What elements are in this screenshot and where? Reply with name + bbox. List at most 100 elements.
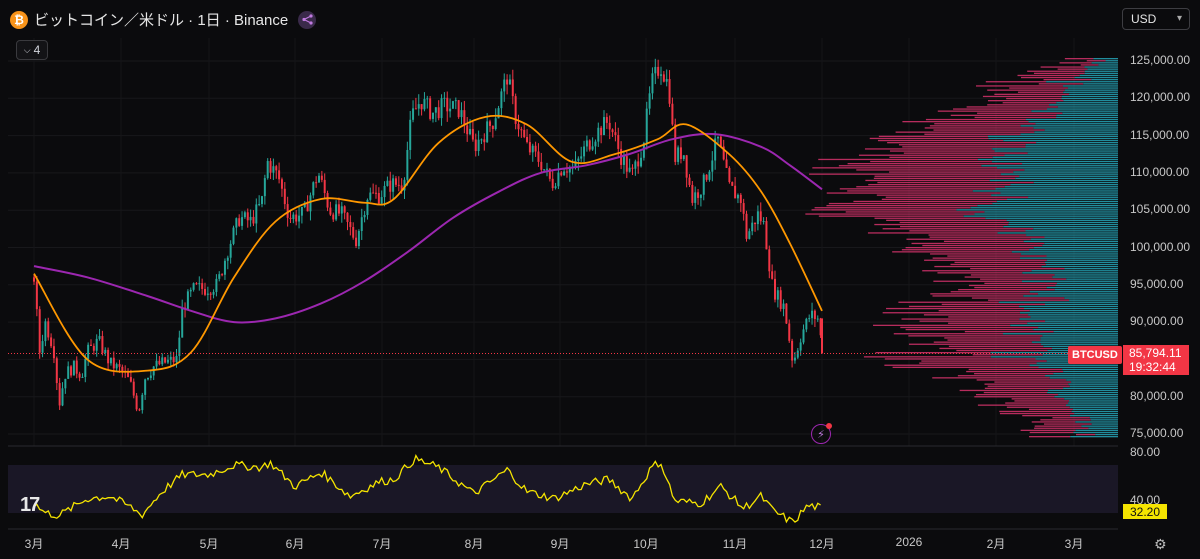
volume-profile-bar-down [1020,76,1075,79]
candle-body [523,129,526,138]
candle-body [528,142,531,153]
volume-profile-bar-down [994,381,1072,383]
candle-body [517,123,520,130]
volume-profile-bar-down [968,284,1056,287]
volume-profile-bar-down [950,114,1057,116]
volume-profile-bar-up [1079,74,1118,77]
volume-profile-bar-down [864,148,993,150]
candle-body [152,366,155,376]
volume-profile-bar-down [944,337,1041,339]
volume-profile-bar-down [1040,66,1085,68]
volume-profile-bar-down [845,211,985,213]
volume-profile-bar-down [922,270,1032,272]
candle-body [181,307,184,338]
volume-profile-bar-down [1034,425,1082,427]
candle-body [691,184,694,203]
candle-body [548,168,551,179]
volume-profile-bar-down [1011,398,1065,400]
volume-profile-bar-down [903,152,1028,154]
candle-body [779,290,782,309]
volume-profile-bar-up [1044,261,1118,263]
volume-profile-bar-down [1057,68,1088,70]
rsi-band [8,465,1118,513]
indicators-toggle-button[interactable]: ⌵ 4 [16,40,48,60]
volume-profile-bar-up [1084,66,1118,68]
volume-profile-bar-up [963,215,1118,217]
gear-icon[interactable]: ⚙ [1154,536,1167,552]
volume-profile-bar-down [974,116,1056,119]
volume-profile-bar-down [1005,402,1069,404]
candle-body [320,175,323,180]
volume-profile-bar-up [1063,100,1118,102]
candle-body [360,217,363,231]
volume-profile-bar-up [1042,244,1118,247]
price-tick-label: 110,000.00 [1130,164,1190,179]
volume-profile-bar-down [901,318,1020,320]
candle-body [309,195,312,212]
volume-profile-bar-up [988,137,1118,140]
volume-profile-bar-up [1064,398,1118,400]
candle-body [323,179,326,194]
candle-body [400,185,403,191]
volume-profile-bar-up [977,158,1118,161]
volume-profile-bar-up [1072,408,1118,410]
tradingview-logo-icon[interactable]: 17 [20,494,40,516]
volume-profile-bar-up [1021,253,1118,255]
share-icon[interactable] [298,10,317,29]
volume-profile-bar-down [982,95,1062,98]
volume-profile-bar-up [991,160,1118,163]
volume-profile-bar-up [984,211,1118,213]
currency-select[interactable]: USD ▾ [1122,8,1190,30]
volume-profile-bar-down [1017,91,1064,93]
volume-profile-bar-up [1048,389,1118,392]
volume-profile-bar-up [1061,97,1118,100]
candle-body [776,290,779,300]
volume-profile-bar-up [1049,104,1118,106]
candle-body [340,206,343,214]
symbol-title[interactable]: ビットコイン／米ドル · 1日 · Binance [34,12,289,29]
volume-profile-bar-down [905,328,1034,331]
volume-profile-bar-down [887,142,1037,144]
volume-profile-bar-up [990,356,1118,358]
candle-body [759,211,762,222]
volume-profile-bar-down [1017,74,1080,77]
volume-profile-bar-up [1025,230,1118,232]
volume-profile-bar-up [1040,339,1118,341]
candle-body [429,98,432,119]
candle-body [186,291,189,310]
volume-profile-bar-up [1061,95,1118,98]
volume-profile-bar-down [865,179,990,182]
candle-body [477,139,480,152]
candle-body [70,366,73,376]
volume-profile-bar-down [900,226,1004,228]
volume-profile-bar-down [984,282,1057,284]
volume-profile-bar-down [826,205,978,207]
volume-profile-bar-down [983,391,1048,394]
candle-body [218,274,221,279]
alert-icon[interactable]: ⚡ [811,423,832,444]
volume-profile-bar-up [1023,295,1118,297]
candle-body [249,216,252,221]
volume-profile-bar-down [939,347,1052,350]
candle-body [714,138,717,161]
candle-body [292,214,295,220]
candle-body [41,341,44,353]
volume-profile-bar-up [1019,318,1118,320]
volume-profile-bar-up [1081,425,1118,427]
candle-body [280,179,283,189]
volume-profile-bar-up [1069,406,1118,408]
candle-body [466,125,469,135]
volume-profile-bar-down [975,394,1059,396]
time-tick-label: 8月 [464,537,484,551]
candle-body [719,136,722,147]
symbol-header[interactable]: ₿ ビットコイン／米ドル · 1日 · Binance [10,9,317,30]
chevron-down-icon: ⌵ [23,44,31,55]
candle-body [298,215,301,222]
candle-body [423,98,426,110]
volume-profile-bar-down [958,289,1055,291]
volume-profile-bar-down [987,100,1064,102]
volume-profile-bar-up [1042,335,1118,337]
candle-body [332,214,335,220]
volume-profile-bar-up [1020,125,1118,127]
